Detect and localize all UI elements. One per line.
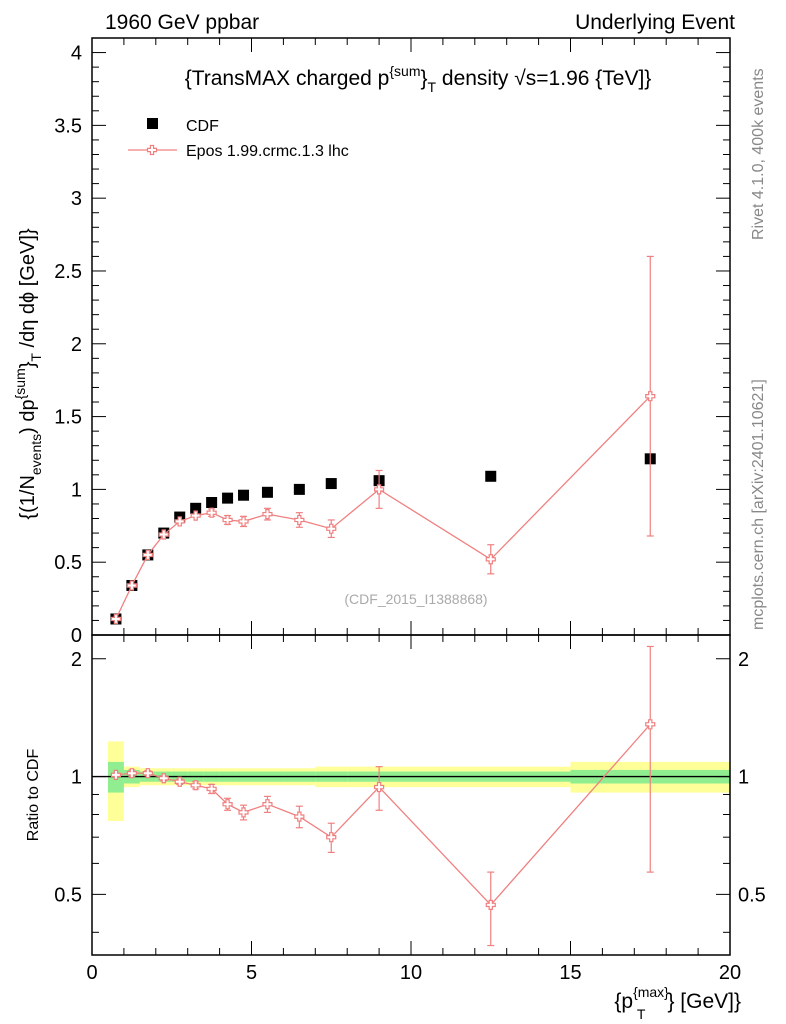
main-y-tick-label: 0 [71,625,82,647]
header-left-label: 1960 GeV ppbar [105,11,259,34]
rivet-version-label: Rivet 4.1.0, 400k events [750,68,767,240]
mc-data-point [126,580,137,591]
ratio-data-point [222,799,233,810]
mc-data-point [110,613,122,625]
cdf-data-point [485,470,497,482]
ratio-data-point [238,807,249,818]
ratio-data-point [126,768,137,779]
main-y-tick-label: 2 [71,334,82,356]
cdf-data-point [238,489,250,501]
main-title: {TransMAX charged p{sum}T density √s=1.9… [185,63,652,95]
main-y-tick-label: 3.5 [54,115,82,137]
cdf-data-point [325,478,337,490]
mc-data-point [645,391,656,402]
legend-marker-cdf [147,118,158,129]
cdf-data-point [190,502,202,514]
ratio-y-tick-label: 0.5 [54,884,82,906]
ratio-data-point [645,719,656,730]
mc-data-point [174,516,185,527]
main-y-tick-label: 1.5 [54,407,82,429]
ratio-data-point [294,811,305,822]
mc-data-point [485,554,496,565]
cdf-data-point [261,486,273,498]
mc-data-point [294,514,305,526]
ratio-axes: 0.5 0.51 12 20 5 10 15 20 [54,635,766,984]
ratio-data-point [326,832,337,843]
ratio-series [110,645,656,947]
main-panel: 0 0.5 1 1.5 2 2.5 3 3.5 4 {TransMAX charged p{su… [12,37,731,647]
x-tick-label: 15 [559,962,581,984]
mcplots-reference-label: mcplots.cern.ch [arXiv:2401.10621] [750,379,767,630]
mc-data-point [262,509,273,520]
mc-data-point [326,523,337,534]
mc-data-point [190,510,201,521]
x-tick-label: 10 [400,962,422,984]
x-tick-label: 0 [86,962,97,984]
main-y-tick-label: 3 [71,188,82,210]
main-y-tick-label: 4 [71,43,82,65]
ratio-panel: 0.5 0.51 12 20 5 10 15 20 Ratio to CDF {p{max} T… [25,634,766,1022]
ratio-y-tick-label-right: 1 [738,767,749,789]
mc-data-point [142,549,153,561]
ratio-data-point [262,799,273,810]
ratio-data-point [174,776,185,787]
main-y-tick-label: 2.5 [54,261,82,283]
legend: CDF Epos 1.99.crmc.1.3 lhc [128,118,349,160]
mc-data-point [238,516,249,527]
main-series [110,255,656,625]
header-right-label: Underlying Event [575,11,735,34]
legend-label-mc: Epos 1.99.crmc.1.3 lhc [186,143,349,160]
main-y-axis-label: {(1/Nevents) dp{sum}T /dη dϕ [GeV]} [12,228,44,519]
mc-data-point [374,484,385,495]
cdf-data-point [222,492,234,504]
ratio-data-point [485,899,496,910]
main-y-tick-label: 0.5 [54,552,82,574]
ratio-y-tick-label-right: 0.5 [738,884,766,906]
ratio-y-tick-label: 2 [71,649,82,671]
ratio-frame [91,634,731,956]
legend-marker-mc [146,144,158,156]
mc-data-point [158,529,169,540]
mc-data-point [222,514,233,526]
ratio-data-point [374,781,385,793]
main-axes: 0 0.5 1 1.5 2 2.5 3 3.5 4 [54,37,731,647]
x-axis-label: {p{max} T} [GeV]} [614,984,741,1022]
ratio-data-point [190,780,201,791]
ratio-data-point [110,769,122,780]
x-tick-label: 20 [719,962,741,984]
ratio-data-point [142,768,153,779]
analysis-watermark: (CDF_2015_I1388868) [344,591,487,607]
ratio-y-tick-label-right: 2 [738,649,749,671]
cdf-data-point [206,496,218,508]
legend-label-cdf: CDF [186,118,219,135]
cdf-data-point [293,483,305,495]
ratio-data-point [158,773,169,784]
ratio-y-axis-label: Ratio to CDF [25,749,42,842]
ratio-data-point [206,783,217,795]
ratio-y-tick-label: 1 [71,767,82,789]
x-tick-label: 5 [246,962,257,984]
mc-data-point [206,507,217,518]
main-y-tick-label: 1 [71,479,82,501]
